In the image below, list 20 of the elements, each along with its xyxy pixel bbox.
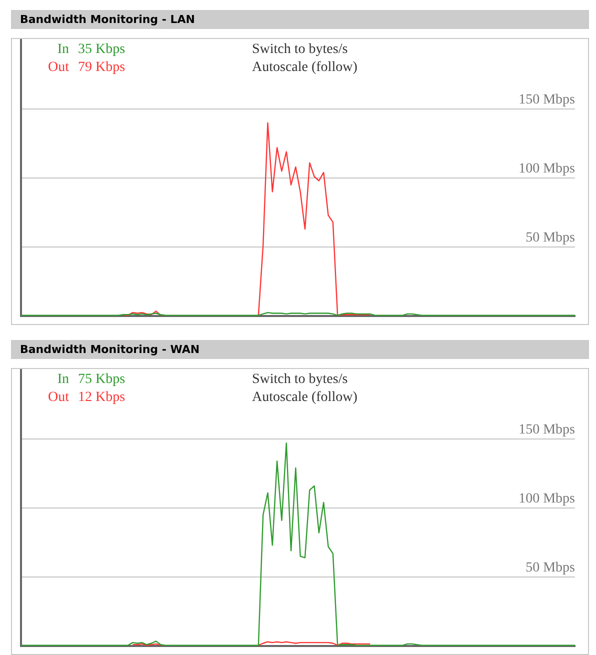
y-tick-label: 100 Mbps — [518, 492, 575, 507]
text: In — [56, 41, 69, 59]
chart-title: Bandwidth Monitoring - LAN — [11, 10, 589, 29]
annotation: Switch to bytes/s — [252, 371, 349, 389]
y-tick-label: 150 Mbps — [518, 92, 575, 108]
y-tick-label: 50 Mbps — [526, 560, 575, 576]
y-tick-label: 100 Mbps — [518, 162, 575, 177]
annotation: Switch to bytes/s — [252, 41, 349, 59]
annotation: 79 Kbps — [78, 60, 126, 75]
annotation: 75 Kbps — [78, 372, 126, 387]
chart-title: Bandwidth Monitoring - WAN — [11, 340, 589, 359]
text: Out — [47, 59, 69, 77]
annotation: Autoscale (follow) — [252, 389, 358, 407]
annotation: Autoscale (follow) — [252, 59, 358, 77]
annotation: 12 Kbps — [78, 390, 126, 405]
y-tick-label: 150 Mbps — [518, 422, 575, 438]
text: Out — [47, 389, 69, 407]
text: In — [56, 371, 69, 389]
y-tick-label: 50 Mbps — [526, 230, 575, 246]
annotation: 35 Kbps — [78, 42, 126, 57]
